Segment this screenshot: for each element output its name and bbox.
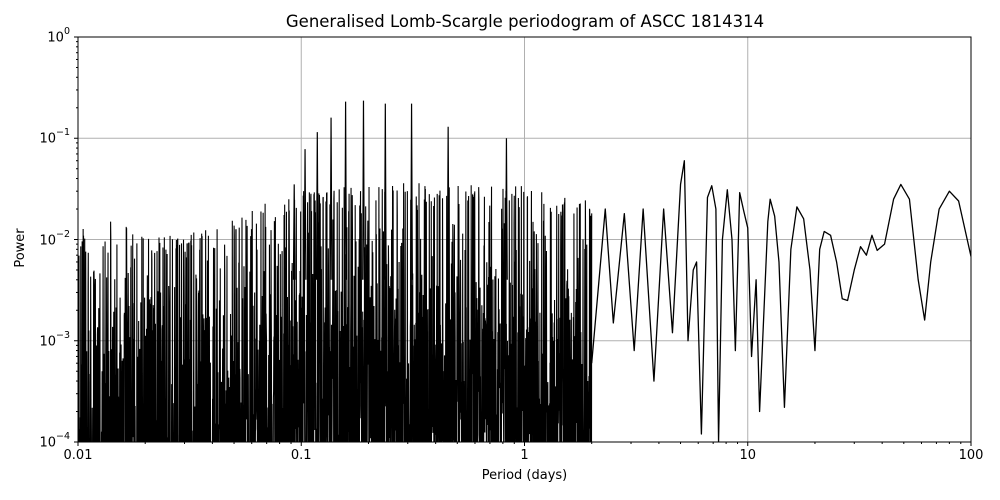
x-tick-label: 1: [520, 448, 529, 463]
x-tick-label: 100: [958, 448, 984, 463]
y-tick-label: 100: [47, 26, 70, 46]
periodogram-line: [78, 100, 971, 442]
y-tick-label: 10−3: [39, 329, 70, 350]
y-tick-label: 10−1: [39, 127, 70, 147]
x-tick-label: 0.01: [63, 448, 93, 463]
axis-ticks: [74, 36, 972, 446]
x-tick-label: 0.1: [290, 448, 312, 463]
y-tick-label: 10−4: [39, 431, 70, 451]
y-tick-label: 10−2: [39, 228, 70, 248]
x-axis-label: Period (days): [481, 468, 568, 483]
x-tick-label: 10: [739, 448, 757, 463]
chart-title: Generalised Lomb-Scargle periodogram of …: [285, 12, 765, 31]
